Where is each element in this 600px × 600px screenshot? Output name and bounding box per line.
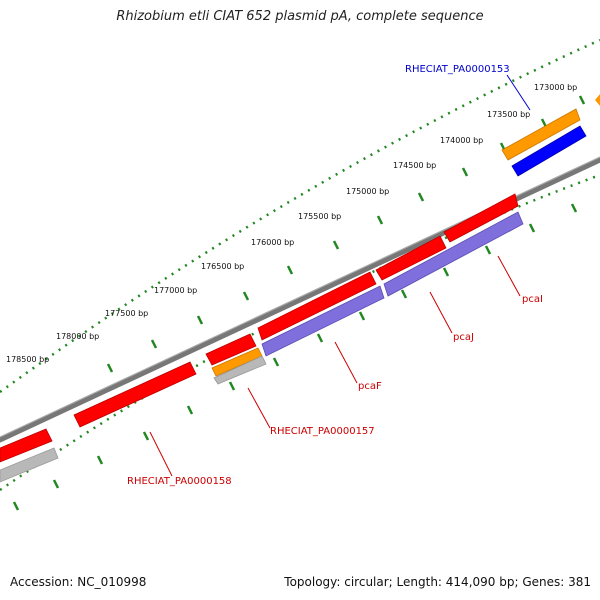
outer-major-tick xyxy=(332,240,340,250)
ruler-tick-label: 177000 bp xyxy=(154,286,197,295)
outer-major-tick xyxy=(242,291,250,301)
leader-rheciat-pa0000158 xyxy=(149,431,173,477)
topology-text: Topology: circular; Length: 414,090 bp; … xyxy=(284,575,591,589)
ruler-tick-label: 175500 bp xyxy=(298,212,341,221)
inner-major-tick xyxy=(142,431,150,441)
tick-labels: 173000 bp 173500 bp 174000 bp 174500 bp 1750… xyxy=(6,83,577,364)
outer-major-tick xyxy=(376,215,384,225)
leader-pcai xyxy=(497,255,521,297)
outer-major-tick xyxy=(417,192,425,202)
inner-major-tick xyxy=(12,501,20,511)
gene-orange-173500 xyxy=(501,108,581,161)
leader-pcaf xyxy=(334,341,358,384)
inner-major-tick xyxy=(400,289,408,299)
inner-major-tick xyxy=(528,223,536,233)
gene-gray-rheciat-pa0000157 xyxy=(213,355,267,385)
outer-major-tick xyxy=(578,95,586,105)
leader-rheciat-pa0000153 xyxy=(506,74,531,111)
ruler-tick-label: 173000 bp xyxy=(534,83,577,92)
map-title: Rhizobium etli CIAT 652 plasmid pA, comp… xyxy=(116,9,484,24)
inner-major-tick xyxy=(358,311,366,321)
inner-major-tick xyxy=(228,381,236,391)
outer-major-tick xyxy=(106,363,114,373)
outer-ruler-ring xyxy=(0,38,600,394)
inner-major-tick xyxy=(272,357,280,367)
gene-purple-pcai xyxy=(383,211,524,297)
ruler-tick-label: 174000 bp xyxy=(440,136,483,145)
ruler-tick-label: 178500 bp xyxy=(6,355,49,364)
ruler-tick-label: 174500 bp xyxy=(393,161,436,170)
gene-red-176000 xyxy=(375,235,447,281)
inner-major-tick xyxy=(484,245,492,255)
gene-red-178000 xyxy=(73,361,197,428)
outer-major-tick xyxy=(461,167,469,177)
ruler-tick-label: 176500 bp xyxy=(201,262,244,271)
gene-red-175500 xyxy=(443,193,519,243)
gene-label-rheciat-pa0000157: RHECIAT_PA0000157 xyxy=(270,426,375,437)
ruler-tick-label: 175000 bp xyxy=(346,187,389,196)
inner-major-tick xyxy=(96,455,104,465)
gene-red-178500 xyxy=(0,428,53,463)
gene-purple-pcaj xyxy=(261,285,385,357)
gene-label-pcaf: pcaF xyxy=(358,381,382,392)
leader-rheciat-pa0000157 xyxy=(247,387,271,429)
inner-major-tick xyxy=(570,203,578,213)
outer-major-tick xyxy=(150,339,158,349)
gene-label-pcai: pcaI xyxy=(522,294,543,305)
gene-gray-rheciat-pa0000158 xyxy=(0,447,59,483)
inner-major-tick xyxy=(186,405,194,415)
gene-label-rheciat-pa0000158: RHECIAT_PA0000158 xyxy=(127,476,232,487)
inner-major-tick xyxy=(442,267,450,277)
ruler-tick-label: 173500 bp xyxy=(487,110,530,119)
major-ticks xyxy=(12,95,586,511)
inner-major-tick xyxy=(316,333,324,343)
ruler-tick-label: 176000 bp xyxy=(251,238,294,247)
gene-label-rheciat-pa0000153: RHECIAT_PA0000153 xyxy=(405,64,510,75)
gene-orange-173000 xyxy=(595,94,600,106)
gene-red-176500 xyxy=(257,271,377,341)
outer-major-tick xyxy=(196,315,204,325)
gene-label-pcaj: pcaJ xyxy=(453,332,474,343)
inner-major-tick xyxy=(52,479,60,489)
leader-pcaj xyxy=(429,291,453,334)
ruler-tick-label: 178000 bp xyxy=(56,332,99,341)
gene-red-177500 xyxy=(205,333,257,366)
gene-blue-rheciat-pa0000153 xyxy=(511,125,587,177)
outer-major-tick xyxy=(286,265,294,275)
accession-text: Accession: NC_010998 xyxy=(10,575,147,589)
ruler-tick-label: 177500 bp xyxy=(105,309,148,318)
